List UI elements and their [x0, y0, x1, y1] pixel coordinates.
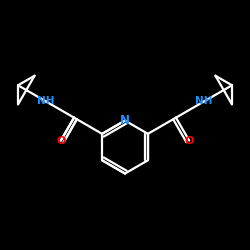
- Text: NH: NH: [37, 96, 55, 106]
- Text: O: O: [56, 136, 66, 145]
- Text: NH: NH: [195, 96, 213, 106]
- Text: N: N: [120, 114, 130, 127]
- Text: O: O: [184, 136, 194, 145]
